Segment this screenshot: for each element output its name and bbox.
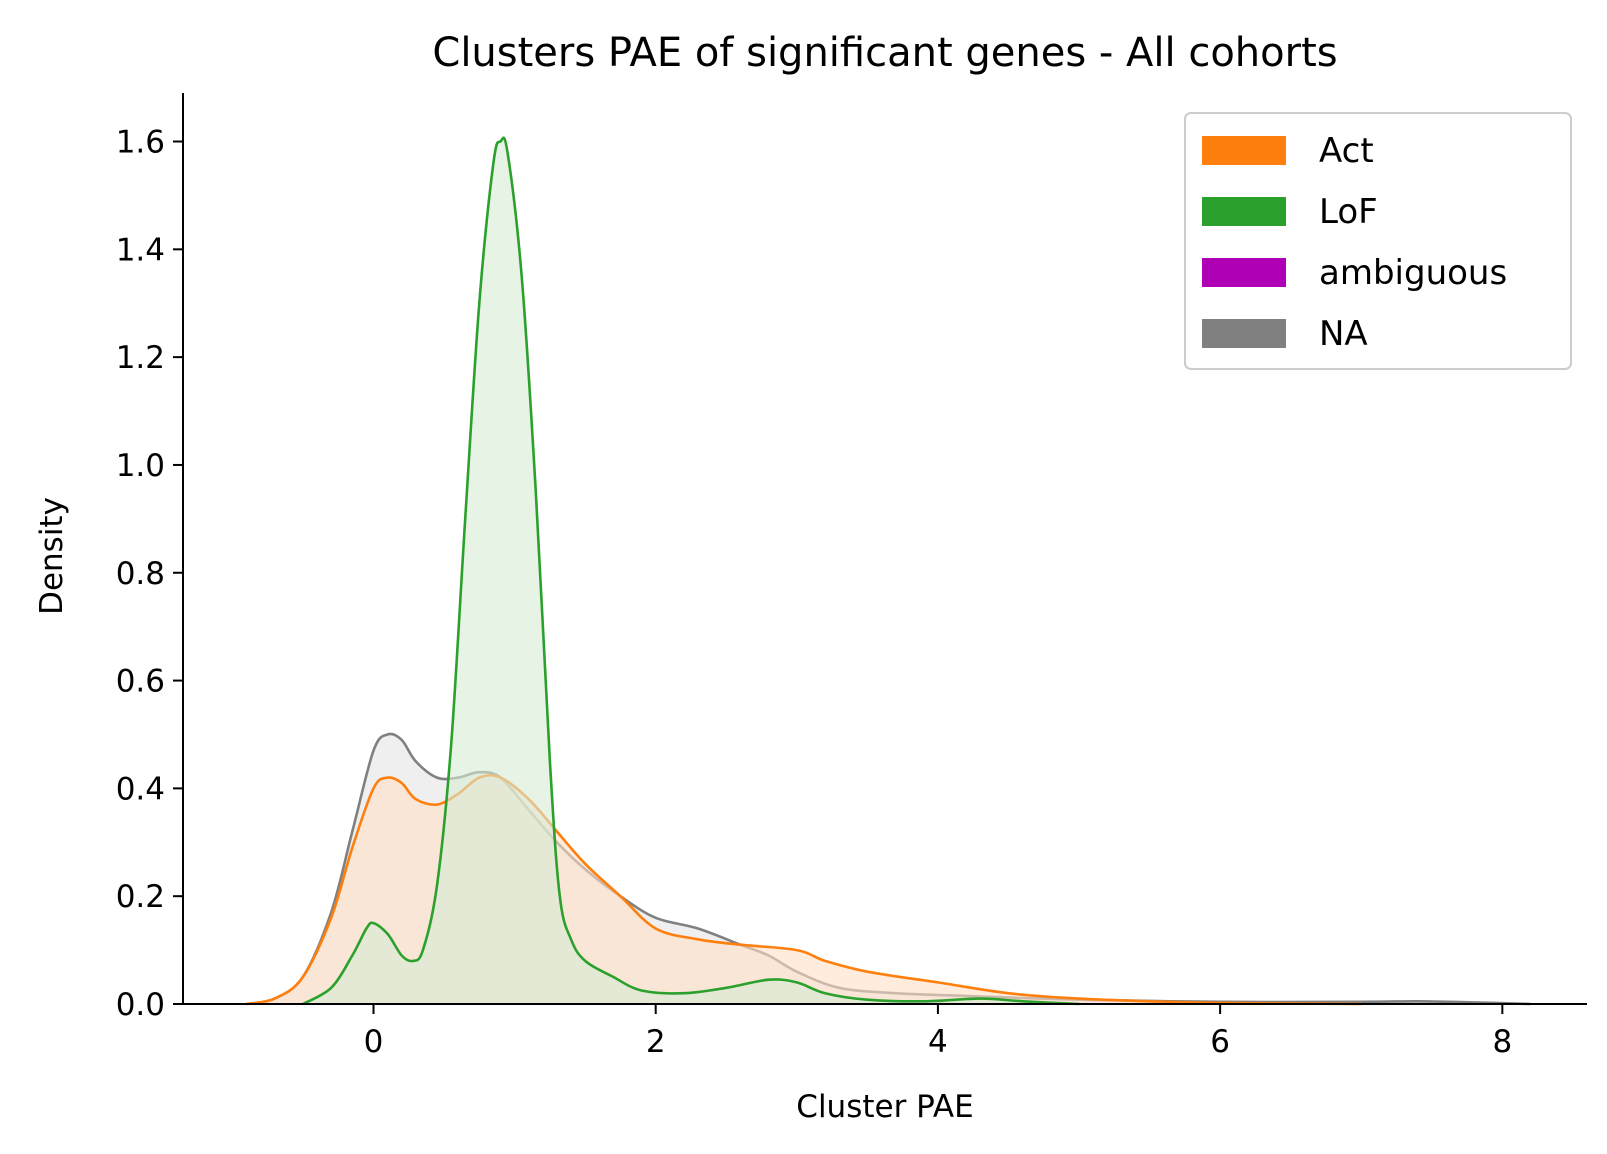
x-tick-label: 8 — [1492, 1024, 1512, 1060]
x-tick-label: 4 — [928, 1024, 948, 1060]
x-tick-label: 2 — [646, 1024, 666, 1060]
y-tick-label: 0.2 — [116, 879, 165, 915]
legend-swatch-ambiguous — [1202, 258, 1286, 287]
y-axis-label: Density — [34, 497, 70, 615]
y-tick-label: 0.6 — [116, 664, 165, 700]
chart-title: Clusters PAE of significant genes - All … — [432, 30, 1337, 76]
y-tick-label: 0.8 — [116, 556, 165, 592]
y-tick-label: 1.4 — [116, 232, 165, 268]
legend-label-ambiguous: ambiguous — [1319, 253, 1507, 293]
legend-swatch-lof — [1202, 197, 1286, 226]
legend-frame — [1184, 112, 1572, 370]
series-layer — [246, 136, 1531, 1006]
axes-layer: 0 2 4 6 8 0.0 0.2 0.4 0.6 0.8 1.0 1.2 1.4 1.6 — [116, 93, 1587, 1060]
x-tick-label: 0 — [364, 1024, 384, 1060]
legend-swatch-act — [1202, 136, 1286, 165]
legend-label-na: NA — [1319, 314, 1368, 354]
y-tick-label: 1.2 — [116, 340, 165, 376]
legend-label-lof: LoF — [1319, 192, 1378, 232]
legend-swatch-na — [1202, 319, 1286, 348]
y-tick-label: 0.4 — [116, 771, 165, 807]
y-tick-label: 1.6 — [116, 125, 165, 161]
legend-label-act: Act — [1319, 131, 1374, 171]
y-tick-label: 0.0 — [116, 987, 165, 1023]
density-fill-lof — [302, 137, 1079, 1004]
legend: Act LoF ambiguous NA — [1184, 112, 1572, 370]
y-tick-label: 1.0 — [116, 448, 165, 484]
x-tick-label: 6 — [1210, 1024, 1230, 1060]
density-line-act — [246, 773, 1362, 1006]
density-line-lof — [302, 136, 1080, 1006]
x-axis-label: Cluster PAE — [796, 1089, 973, 1125]
